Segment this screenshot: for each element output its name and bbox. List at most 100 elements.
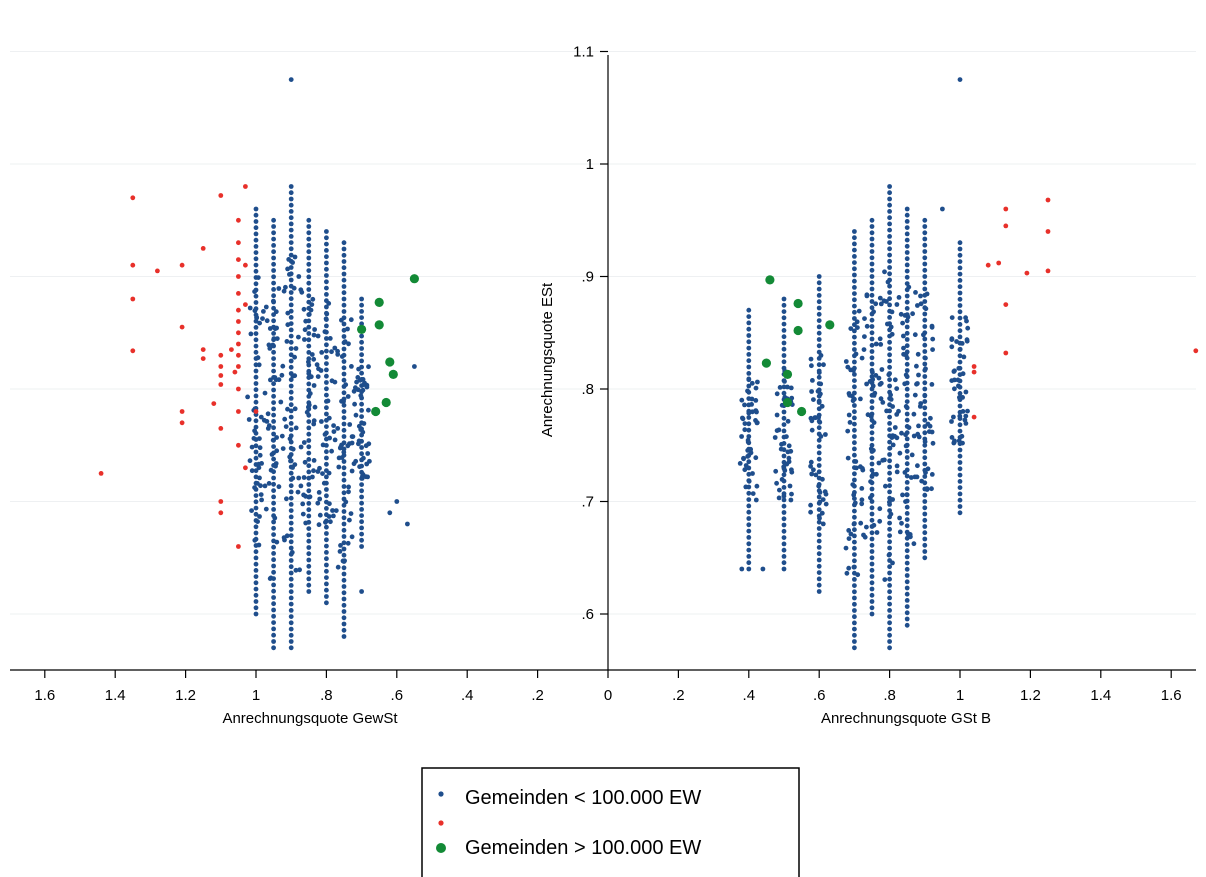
point-small-blue bbox=[786, 455, 792, 461]
point-small-blue bbox=[786, 443, 792, 449]
point-small-blue bbox=[306, 293, 312, 299]
point-small-blue bbox=[902, 381, 908, 387]
point-small-blue bbox=[288, 520, 294, 526]
point-small-blue bbox=[253, 468, 259, 474]
point-small-blue bbox=[887, 632, 892, 638]
point-small-blue bbox=[965, 325, 971, 331]
point-small-blue bbox=[755, 379, 760, 385]
point-small-blue bbox=[903, 432, 908, 438]
axes bbox=[10, 50, 1196, 678]
point-red bbox=[996, 260, 1002, 266]
point-small-blue bbox=[288, 626, 294, 632]
point-small-blue bbox=[345, 443, 351, 449]
point-small-blue bbox=[319, 419, 324, 424]
point-small-blue bbox=[853, 459, 859, 464]
point-small-blue bbox=[785, 449, 791, 455]
point-small-blue bbox=[923, 306, 929, 312]
point-small-blue bbox=[887, 533, 892, 538]
point-small-blue bbox=[929, 382, 935, 387]
point-small-blue bbox=[341, 609, 347, 614]
point-small-blue bbox=[853, 351, 859, 357]
point-small-blue bbox=[957, 346, 963, 352]
point-small-blue bbox=[852, 577, 857, 582]
point-small-blue bbox=[288, 389, 294, 395]
point-small-blue bbox=[852, 500, 858, 506]
point-small-blue bbox=[870, 471, 876, 477]
point-small-blue bbox=[962, 417, 968, 423]
point-small-blue bbox=[862, 334, 867, 339]
point-small-blue bbox=[899, 430, 904, 436]
point-small-blue bbox=[316, 490, 322, 495]
point-small-blue bbox=[270, 342, 276, 348]
point-small-blue bbox=[922, 505, 928, 511]
point-small-blue bbox=[303, 520, 309, 526]
point-small-blue bbox=[252, 537, 258, 543]
point-small-blue bbox=[310, 296, 316, 302]
point-small-blue bbox=[253, 231, 259, 237]
point-small-blue bbox=[869, 405, 875, 411]
point-small-blue bbox=[340, 558, 346, 564]
point-red bbox=[236, 364, 241, 369]
point-small-blue bbox=[324, 556, 329, 562]
point-red bbox=[1003, 350, 1009, 356]
point-small-blue bbox=[743, 484, 749, 490]
point-small-blue bbox=[774, 412, 780, 418]
x-tick-label: 1.4 bbox=[105, 687, 126, 704]
point-small-blue bbox=[960, 371, 966, 377]
point-small-blue bbox=[816, 463, 822, 468]
point-small-blue bbox=[746, 509, 752, 515]
point-small-blue bbox=[904, 604, 910, 609]
point-small-blue bbox=[288, 327, 294, 333]
point-small-blue bbox=[897, 515, 902, 521]
point-small-blue bbox=[844, 570, 850, 576]
point-small-blue bbox=[869, 286, 875, 292]
point-small-blue bbox=[922, 286, 928, 292]
point-small-blue bbox=[324, 587, 329, 593]
point-small-blue bbox=[858, 396, 863, 402]
point-small-blue bbox=[774, 480, 779, 486]
point-small-blue bbox=[341, 577, 347, 583]
point-small-blue bbox=[816, 557, 822, 563]
point-small-blue bbox=[957, 278, 963, 283]
point-small-blue bbox=[324, 537, 329, 543]
point-small-blue bbox=[887, 339, 892, 345]
x-tick-label: 1.4 bbox=[1090, 687, 1111, 704]
point-small-blue bbox=[306, 526, 312, 531]
point-small-blue bbox=[274, 435, 279, 440]
point-small-blue bbox=[306, 287, 312, 292]
point-small-blue bbox=[869, 561, 875, 567]
point-small-blue bbox=[315, 469, 321, 474]
point-small-blue bbox=[816, 545, 822, 550]
point-small-blue bbox=[883, 483, 888, 489]
point-small-blue bbox=[903, 372, 909, 378]
point-small-blue bbox=[901, 333, 906, 339]
point-small-blue bbox=[324, 380, 329, 385]
point-small-blue bbox=[904, 486, 910, 491]
point-small-blue bbox=[886, 372, 892, 378]
point-small-blue bbox=[306, 350, 312, 355]
point-small-blue bbox=[306, 312, 312, 317]
point-small-blue bbox=[298, 444, 304, 450]
point-small-blue bbox=[301, 440, 307, 445]
point-small-blue bbox=[873, 341, 879, 347]
point-small-blue bbox=[272, 326, 278, 332]
point-small-blue bbox=[288, 252, 294, 258]
point-small-blue bbox=[852, 601, 857, 607]
point-small-blue bbox=[817, 515, 822, 521]
point-small-blue bbox=[915, 303, 920, 308]
point-small-blue bbox=[845, 364, 851, 370]
point-small-blue bbox=[904, 548, 910, 554]
point-small-blue bbox=[869, 605, 875, 611]
point-small-blue bbox=[306, 482, 312, 487]
point-small-blue bbox=[869, 224, 875, 229]
point-small-blue bbox=[852, 496, 857, 501]
point-small-blue bbox=[285, 322, 291, 328]
point-small-blue bbox=[864, 292, 870, 298]
point-small-blue bbox=[311, 383, 317, 388]
point-small-blue bbox=[306, 224, 312, 229]
point-small-blue bbox=[359, 519, 364, 525]
point-small-blue bbox=[253, 387, 259, 393]
point-small-blue bbox=[288, 190, 294, 196]
point-small-blue bbox=[281, 288, 287, 294]
point-small-blue bbox=[256, 465, 262, 471]
